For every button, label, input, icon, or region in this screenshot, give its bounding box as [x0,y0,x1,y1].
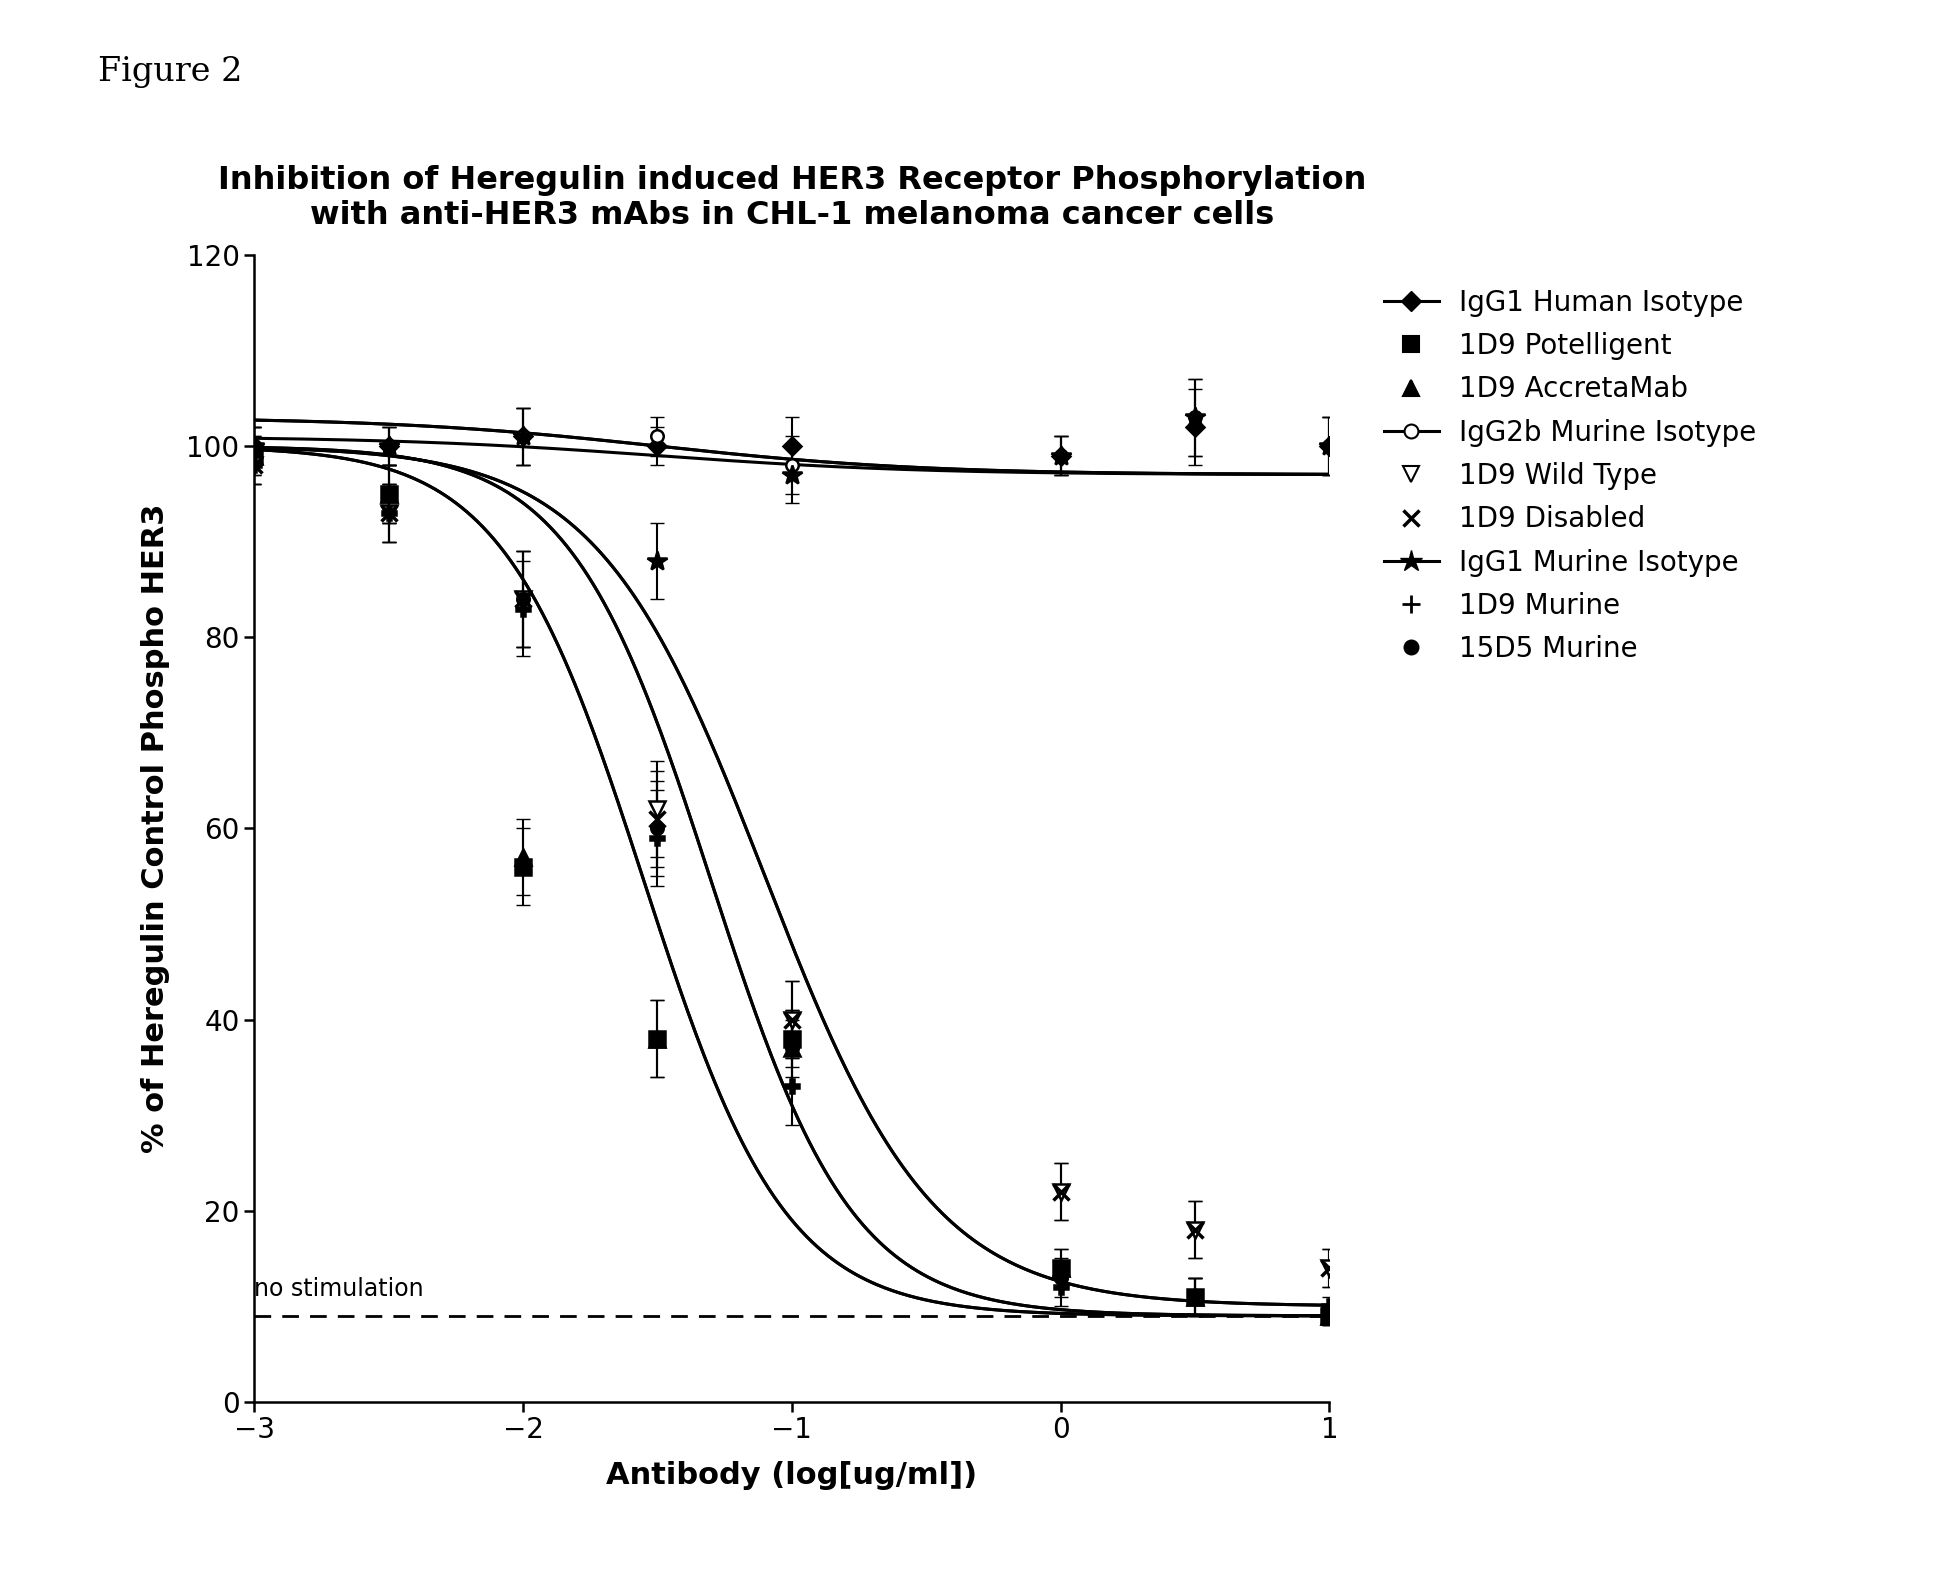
Y-axis label: % of Heregulin Control Phospho HER3: % of Heregulin Control Phospho HER3 [141,503,170,1153]
X-axis label: Antibody (log[ug/ml]): Antibody (log[ug/ml]) [606,1461,978,1489]
Text: no stimulation: no stimulation [254,1278,424,1301]
Text: Figure 2: Figure 2 [98,56,242,88]
Title: Inhibition of Heregulin induced HER3 Receptor Phosphorylation
with anti-HER3 mAb: Inhibition of Heregulin induced HER3 Rec… [217,164,1367,231]
Legend: IgG1 Human Isotype, 1D9 Potelligent, 1D9 AccretaMab, IgG2b Murine Isotype, 1D9 W: IgG1 Human Isotype, 1D9 Potelligent, 1D9… [1372,277,1767,674]
